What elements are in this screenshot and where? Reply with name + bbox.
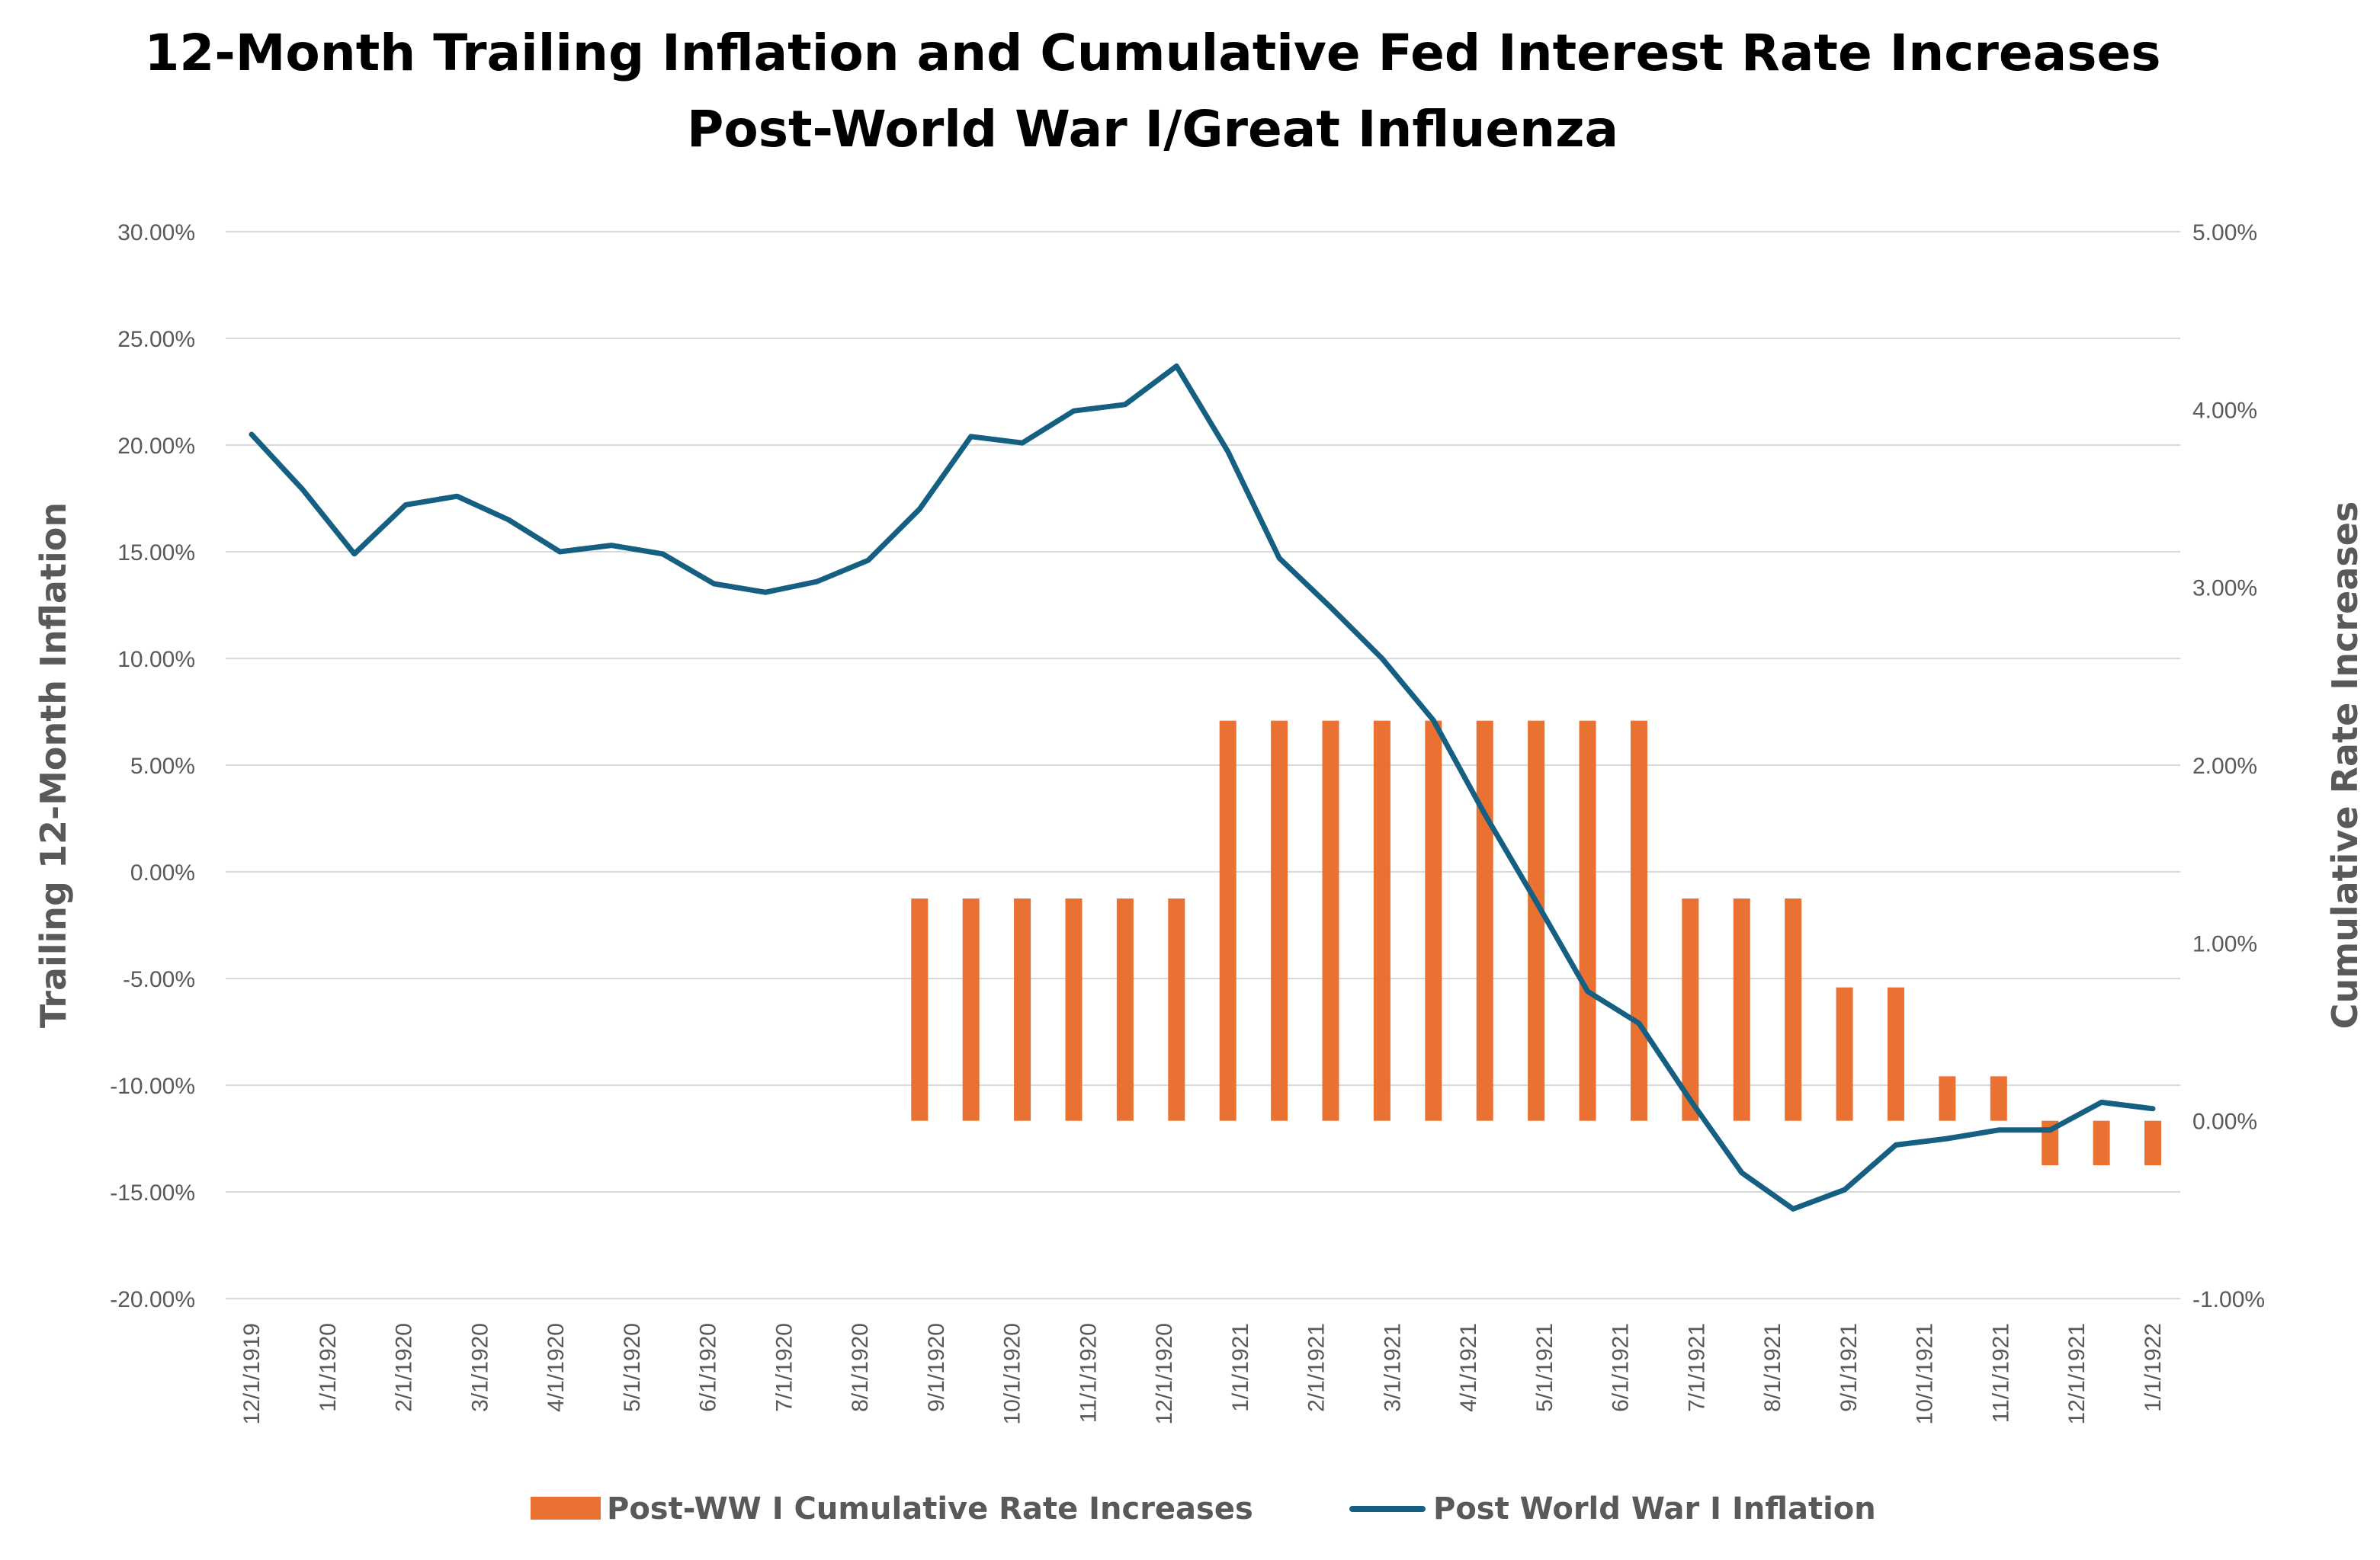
inflation-line	[249, 363, 2156, 1212]
right-tick-label: -1.00%	[2192, 1287, 2265, 1312]
bar	[1939, 1076, 1956, 1121]
right-tick-label: 1.00%	[2192, 931, 2257, 956]
x-tick-label: 2/1/1921	[1304, 1323, 1330, 1412]
x-tick-label: 1/1/1921	[1228, 1323, 1253, 1412]
bar	[1785, 899, 1802, 1121]
bar	[1373, 720, 1390, 1121]
left-tick-label: 0.00%	[130, 860, 195, 886]
bar	[1168, 899, 1185, 1121]
x-tick-label: 2/1/1920	[392, 1323, 417, 1412]
left-tick-label: -5.00%	[123, 967, 195, 992]
bar	[1425, 720, 1442, 1121]
x-tick-label: 9/1/1921	[1836, 1323, 1862, 1412]
x-tick-label: 10/1/1921	[1913, 1323, 1938, 1424]
x-tick-label: 1/1/1920	[316, 1323, 341, 1412]
legend-bar-label: Post-WW I Cumulative Rate Increases	[607, 1491, 1253, 1526]
left-tick-label: 20.00%	[117, 434, 195, 459]
x-tick-label: 11/1/1920	[1076, 1323, 1101, 1423]
x-tick-label: 6/1/1920	[696, 1323, 721, 1412]
x-tick-label: 5/1/1921	[1532, 1323, 1557, 1412]
bar	[911, 899, 929, 1121]
bar	[1682, 899, 1699, 1121]
x-tick-label: 3/1/1920	[467, 1323, 492, 1412]
x-tick-label: 12/1/1921	[2064, 1323, 2090, 1424]
gridlines	[226, 231, 2180, 1299]
left-tick-label: -15.00%	[110, 1180, 195, 1206]
left-tick-label: 5.00%	[130, 754, 195, 779]
bar	[1630, 720, 1647, 1121]
right-tick-label: 3.00%	[2192, 576, 2257, 601]
right-axis-title: Cumulative Rate Increases	[2324, 501, 2366, 1030]
x-tick-label: 7/1/1921	[1684, 1323, 1709, 1412]
bar-series	[911, 720, 2161, 1165]
left-tick-label: -20.00%	[110, 1287, 195, 1312]
right-axis-ticks: 5.00% 4.00% 3.00% 2.00% 1.00% 0.00% -1.00%	[2192, 220, 2265, 1312]
legend-bar-swatch	[531, 1497, 601, 1520]
left-axis-title: Trailing 12-Month Inflation	[33, 502, 74, 1028]
bar	[2144, 1120, 2161, 1165]
bar	[1476, 720, 1493, 1121]
x-tick-label: 8/1/1921	[1760, 1323, 1785, 1412]
x-tick-label: 12/1/1919	[239, 1323, 265, 1424]
bar	[1990, 1076, 2007, 1121]
bar	[1219, 720, 1237, 1121]
left-axis-ticks: 30.00% 25.00% 20.00% 15.00% 10.00% 5.00% 0.00%…	[110, 220, 195, 1312]
left-tick-label: 15.00%	[117, 540, 195, 565]
bar	[1271, 720, 1288, 1121]
bar	[1733, 899, 1750, 1121]
x-tick-label: 12/1/1920	[1152, 1323, 1177, 1424]
bar	[2093, 1120, 2110, 1165]
bar	[1065, 899, 1083, 1121]
x-tick-label: 4/1/1920	[544, 1323, 569, 1412]
bar	[1322, 720, 1339, 1121]
x-tick-label: 10/1/1920	[1000, 1323, 1025, 1424]
chart-title-line1: 12-Month Trailing Inflation and Cumulati…	[144, 24, 2160, 82]
legend-line-label: Post World War I Inflation	[1433, 1491, 1876, 1526]
x-tick-label: 5/1/1920	[620, 1323, 645, 1412]
x-tick-label: 6/1/1921	[1609, 1323, 1634, 1412]
line-series	[249, 363, 2156, 1212]
left-tick-label: 25.00%	[117, 327, 195, 352]
right-tick-label: 5.00%	[2192, 220, 2257, 245]
bar	[1528, 720, 1545, 1121]
x-tick-label: 7/1/1920	[771, 1323, 797, 1412]
x-tick-label: 11/1/1921	[1988, 1323, 2013, 1423]
bar	[1116, 899, 1134, 1121]
right-tick-label: 4.00%	[2192, 398, 2257, 423]
x-tick-label: 3/1/1921	[1380, 1323, 1405, 1412]
legend: Post-WW I Cumulative Rate Increases Post…	[531, 1491, 1876, 1526]
x-tick-label: 1/1/1922	[2141, 1323, 2166, 1412]
right-tick-label: 2.00%	[2192, 754, 2257, 779]
x-axis-ticks: 12/1/1919 1/1/1920 2/1/1920 3/1/1920 4/1/192…	[239, 1323, 2166, 1424]
bar	[962, 899, 980, 1121]
bar	[1579, 720, 1596, 1121]
left-tick-label: 10.00%	[117, 647, 195, 672]
right-tick-label: 0.00%	[2192, 1110, 2257, 1135]
left-tick-label: -10.00%	[110, 1074, 195, 1099]
x-tick-label: 8/1/1920	[848, 1323, 873, 1412]
chart-title-line2: Post-World War I/Great Influenza	[687, 100, 1618, 159]
x-tick-label: 4/1/1921	[1456, 1323, 1481, 1412]
bar	[1014, 899, 1031, 1121]
bar	[1836, 987, 1853, 1121]
x-tick-label: 9/1/1920	[924, 1323, 949, 1412]
bar	[1887, 987, 1904, 1121]
left-tick-label: 30.00%	[117, 220, 195, 245]
